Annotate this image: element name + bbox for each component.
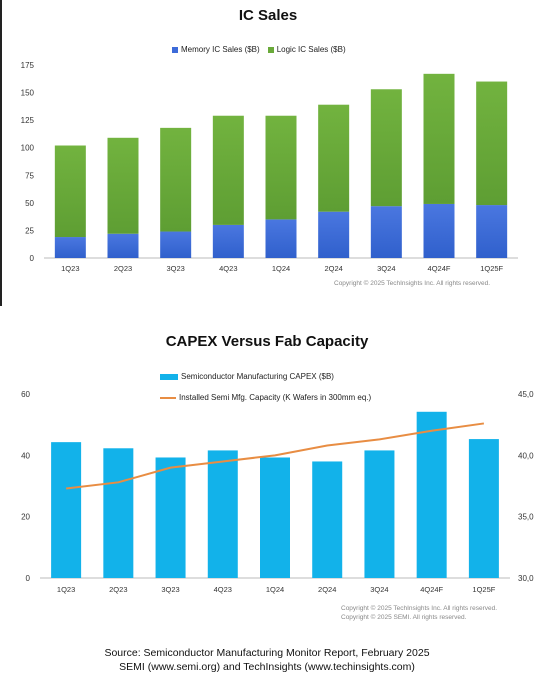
copyright-ic-sales: Copyright © 2025 TechInsights Inc. All r…: [334, 280, 491, 287]
legend-label-capex: Semiconductor Manufacturing CAPEX ($B): [181, 372, 334, 381]
y-tick-label: 25: [25, 226, 34, 235]
bar-capex: [103, 448, 134, 578]
legend-swatch-capex: [160, 373, 178, 380]
x-tick-label: 3Q24: [370, 585, 388, 594]
bar-capex: [260, 457, 290, 578]
x-tick-label: 4Q23: [219, 264, 237, 273]
y-tick-label: 60: [21, 390, 30, 399]
legend-swatch-memory: [172, 46, 178, 53]
bar-memory: [54, 237, 86, 258]
x-tick-label: 4Q24F: [428, 264, 451, 273]
bar-logic: [107, 137, 139, 234]
y2-tick-label: 45,0: [518, 390, 534, 399]
bar-capex: [155, 457, 186, 578]
x-tick-label: 3Q23: [166, 264, 184, 273]
legend-capex-bar: Semiconductor Manufacturing CAPEX ($B): [160, 372, 334, 381]
y-tick-label: 75: [25, 171, 34, 180]
y-tick-label: 100: [21, 144, 35, 153]
legend-item-memory: Memory IC Sales ($B): [172, 45, 260, 54]
legend-label-memory: Memory IC Sales ($B): [181, 45, 260, 54]
y-tick-label: 150: [21, 89, 35, 98]
x-tick-label: 1Q24: [272, 264, 290, 273]
y-tick-label: 175: [21, 61, 35, 70]
copyright-capex-semi: Copyright © 2025 SEMI. All rights reserv…: [341, 614, 467, 621]
bar-capex: [207, 450, 238, 578]
y-tick-label: 40: [21, 451, 30, 460]
chart-title-capex: CAPEX Versus Fab Capacity: [165, 333, 369, 350]
bar-memory: [107, 233, 139, 258]
x-tick-label: 4Q24F: [420, 585, 443, 594]
line-capacity: [65, 422, 485, 490]
source-note: Source: Semiconductor Manufacturing Moni…: [0, 646, 534, 674]
bar-logic: [54, 145, 86, 238]
bar-logic: [370, 89, 402, 207]
chart-title-ic-sales: IC Sales: [238, 7, 298, 24]
legend-label-capacity: Installed Semi Mfg. Capacity (K Wafers i…: [179, 393, 372, 402]
bar-logic: [212, 115, 244, 225]
x-tick-label: 1Q23: [61, 264, 79, 273]
bar-memory: [423, 203, 455, 258]
capex-chart: CAPEX Versus Fab Capacity Semiconductor …: [0, 318, 534, 628]
x-tick-label: 1Q25F: [472, 585, 495, 594]
legend-ic-sales: Memory IC Sales ($B) Logic IC Sales ($B): [172, 45, 354, 54]
legend-capacity-line: Installed Semi Mfg. Capacity (K Wafers i…: [160, 393, 371, 402]
y-tick-label: 20: [21, 513, 30, 522]
x-tick-label: 1Q25F: [480, 264, 503, 273]
bar-capex: [364, 450, 395, 578]
x-tick-label: 2Q24: [318, 585, 336, 594]
y2-tick-label: 30,0: [518, 574, 534, 583]
copyright-capex-techinsights: Copyright © 2025 TechInsights Inc. All r…: [341, 605, 498, 612]
capex-plot: 0 20 40 60 30,0 35,0 40,0 45,0 1Q23 2Q23 3Q23 4Q23 1…: [21, 390, 534, 594]
legend-item-logic: Logic IC Sales ($B): [267, 45, 346, 54]
y2-tick-label: 40,0: [518, 451, 534, 460]
bar-logic: [476, 81, 508, 206]
x-tick-label: 2Q24: [324, 264, 342, 273]
ic-sales-plot: 0 25 50 75 100 125 150 175 1Q23 2Q23 3Q23 4Q23 1Q24 2…: [21, 61, 518, 273]
bar-logic: [160, 127, 192, 232]
bar-logic: [265, 115, 297, 220]
y-tick-label: 125: [21, 116, 35, 125]
ic-sales-chart: IC Sales Memory IC Sales ($B) Logic IC S…: [0, 0, 534, 306]
x-tick-label: 3Q24: [377, 264, 395, 273]
x-tick-label: 1Q23: [57, 585, 75, 594]
x-tick-label: 1Q24: [266, 585, 284, 594]
y-tick-label: 0: [30, 254, 35, 263]
bar-capex: [468, 439, 499, 578]
x-tick-label: 2Q23: [114, 264, 132, 273]
y-tick-label: 50: [25, 199, 34, 208]
legend-swatch-logic: [267, 46, 274, 53]
bar-memory: [265, 219, 297, 258]
bar-logic: [318, 104, 350, 212]
legend-swatch-capacity: [160, 396, 176, 399]
x-tick-label: 4Q23: [214, 585, 232, 594]
legend-label-logic: Logic IC Sales ($B): [276, 45, 346, 54]
bar-capex: [312, 461, 343, 578]
x-tick-label: 2Q23: [109, 585, 127, 594]
y-tick-label: 0: [26, 574, 31, 583]
bar-memory: [370, 206, 402, 258]
source-line-1: Source: Semiconductor Manufacturing Moni…: [104, 647, 430, 659]
source-line-2: SEMI (www.semi.org) and TechInsights (ww…: [119, 661, 415, 673]
bar-memory: [318, 211, 350, 258]
bar-memory: [212, 224, 244, 258]
x-tick-label: 3Q23: [161, 585, 179, 594]
bar-capex: [51, 442, 82, 578]
bar-capex: [416, 411, 447, 578]
y2-tick-label: 35,0: [518, 513, 534, 522]
bar-logic: [423, 73, 455, 204]
bar-memory: [476, 205, 508, 258]
bar-memory: [160, 231, 192, 258]
